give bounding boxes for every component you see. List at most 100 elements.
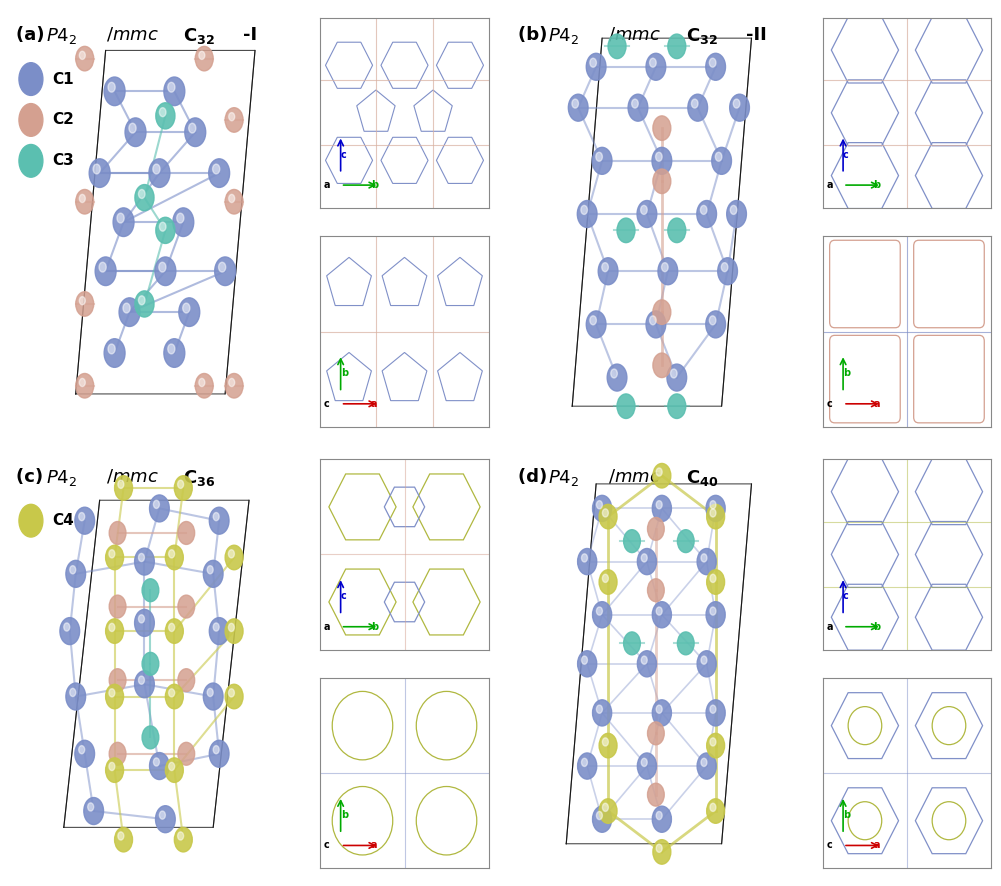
Circle shape (653, 495, 672, 522)
Circle shape (656, 152, 662, 161)
Circle shape (600, 799, 617, 823)
Circle shape (590, 58, 597, 67)
Text: -II: -II (746, 26, 767, 44)
Circle shape (638, 548, 657, 575)
Circle shape (135, 184, 154, 211)
Circle shape (177, 832, 183, 840)
Circle shape (638, 753, 657, 779)
Text: c: c (826, 399, 832, 408)
Circle shape (678, 632, 694, 655)
Text: $/mmc$: $/mmc$ (608, 468, 661, 486)
Circle shape (600, 734, 617, 758)
Circle shape (225, 108, 243, 132)
Circle shape (657, 844, 662, 852)
Circle shape (658, 258, 678, 284)
Circle shape (106, 684, 123, 709)
Circle shape (597, 607, 603, 615)
Circle shape (203, 560, 223, 587)
Circle shape (662, 262, 668, 272)
Circle shape (209, 618, 229, 645)
Circle shape (66, 560, 86, 587)
Circle shape (168, 688, 174, 697)
Circle shape (159, 222, 166, 231)
Circle shape (168, 762, 174, 771)
Circle shape (75, 507, 94, 534)
Circle shape (697, 753, 717, 779)
Circle shape (174, 828, 192, 852)
Circle shape (168, 82, 175, 92)
Circle shape (188, 123, 196, 133)
Circle shape (653, 463, 671, 488)
Text: a: a (826, 180, 833, 190)
Circle shape (113, 208, 134, 237)
Circle shape (149, 495, 169, 522)
Circle shape (134, 610, 154, 636)
Circle shape (688, 94, 708, 121)
Circle shape (142, 652, 159, 675)
Text: $/mmc$: $/mmc$ (106, 26, 158, 44)
Circle shape (697, 650, 717, 677)
Circle shape (79, 51, 85, 59)
Circle shape (727, 200, 747, 228)
Circle shape (134, 548, 154, 575)
Circle shape (668, 218, 686, 243)
Circle shape (125, 118, 146, 146)
Circle shape (135, 291, 154, 317)
Circle shape (628, 94, 648, 121)
Circle shape (159, 108, 166, 117)
Circle shape (587, 311, 606, 338)
Circle shape (76, 291, 94, 316)
Circle shape (582, 656, 588, 664)
Circle shape (109, 669, 126, 692)
Circle shape (642, 758, 648, 766)
Circle shape (638, 650, 657, 677)
Circle shape (138, 615, 144, 623)
Circle shape (155, 805, 175, 833)
Circle shape (178, 595, 194, 618)
Circle shape (165, 758, 183, 782)
Circle shape (213, 623, 219, 631)
Circle shape (569, 94, 588, 121)
Text: (b): (b) (519, 26, 555, 44)
Text: a: a (324, 622, 330, 632)
Circle shape (608, 364, 627, 391)
Circle shape (142, 579, 159, 602)
Circle shape (710, 315, 716, 325)
Circle shape (109, 688, 115, 697)
Circle shape (578, 753, 597, 779)
Circle shape (106, 545, 123, 570)
Text: b: b (371, 622, 378, 632)
Circle shape (701, 758, 707, 766)
Circle shape (225, 618, 243, 643)
Circle shape (228, 378, 234, 386)
Circle shape (79, 512, 85, 521)
Text: $\mathbf{C_{40}}$: $\mathbf{C_{40}}$ (686, 468, 718, 487)
Circle shape (118, 832, 124, 840)
Circle shape (587, 53, 606, 81)
Circle shape (185, 118, 206, 146)
Circle shape (710, 501, 716, 509)
Circle shape (119, 298, 140, 326)
Text: C1: C1 (52, 72, 73, 87)
Text: C2: C2 (52, 113, 74, 128)
Circle shape (79, 297, 85, 305)
Circle shape (648, 722, 665, 745)
Circle shape (109, 549, 115, 558)
Circle shape (79, 378, 85, 386)
Circle shape (611, 369, 618, 378)
Circle shape (84, 797, 103, 825)
Circle shape (195, 46, 213, 71)
Circle shape (593, 806, 612, 832)
Circle shape (590, 315, 597, 325)
Text: C4: C4 (52, 513, 74, 528)
Circle shape (76, 46, 94, 71)
Circle shape (149, 159, 170, 188)
Circle shape (572, 99, 579, 108)
Text: $P4_2$: $P4_2$ (549, 468, 580, 487)
Circle shape (692, 99, 698, 108)
Circle shape (657, 468, 662, 476)
Circle shape (199, 51, 205, 59)
Circle shape (225, 190, 243, 214)
Circle shape (178, 742, 194, 766)
Circle shape (642, 656, 648, 664)
